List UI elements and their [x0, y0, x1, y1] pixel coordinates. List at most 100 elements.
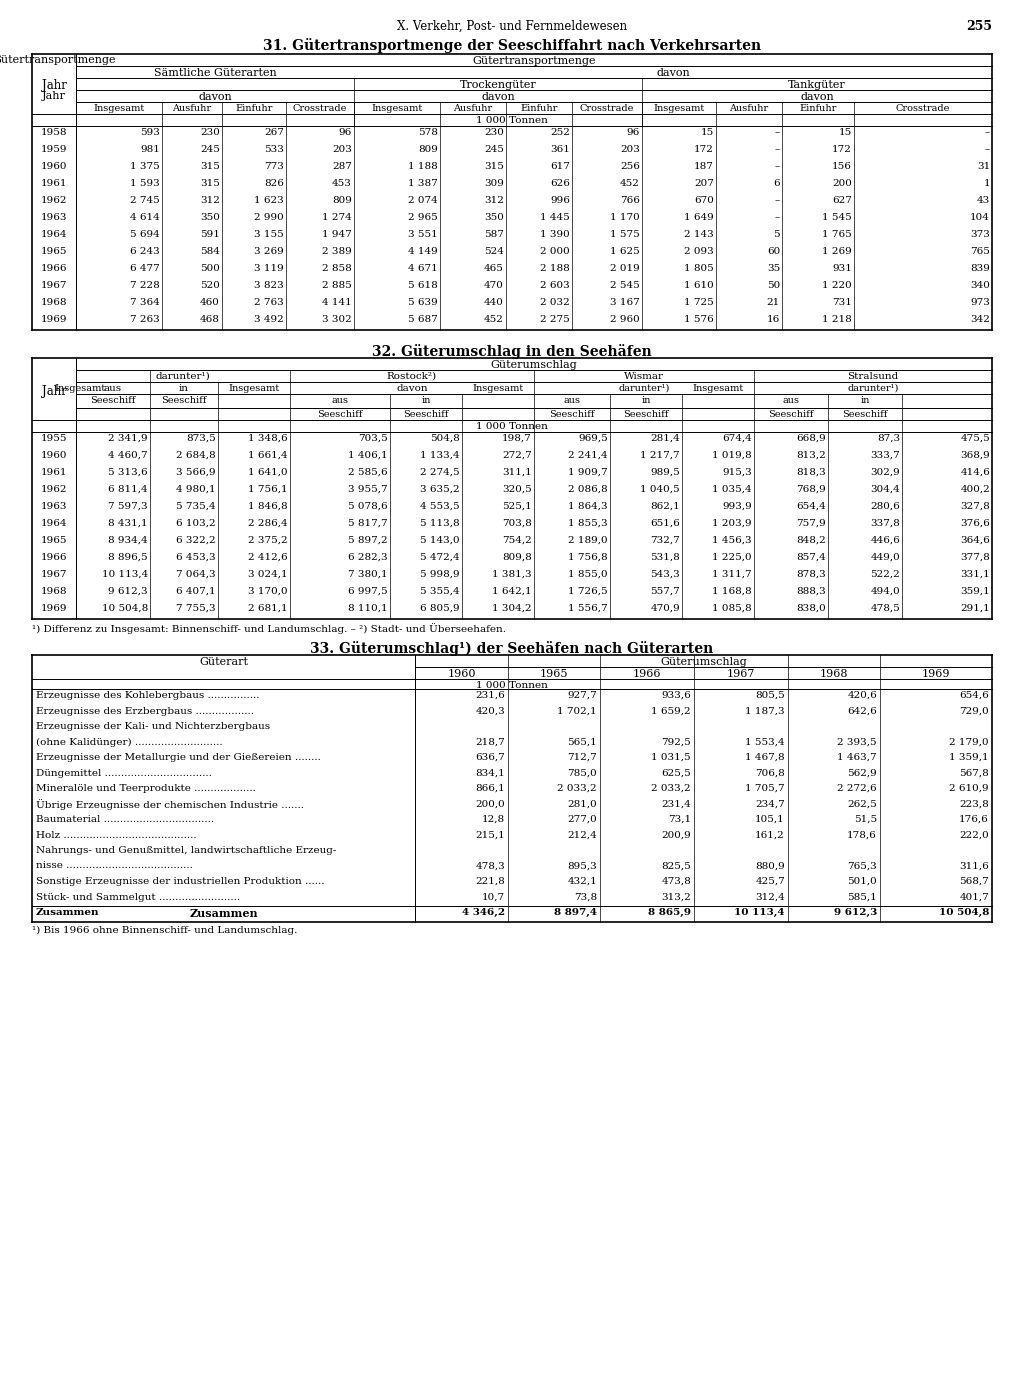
Text: 2 681,1: 2 681,1 — [249, 604, 288, 613]
Text: Insgesamt: Insgesamt — [54, 383, 105, 393]
Text: 10 504,8: 10 504,8 — [939, 908, 989, 917]
Text: 2 545: 2 545 — [610, 281, 640, 290]
Text: 230: 230 — [484, 128, 504, 138]
Text: 5 687: 5 687 — [409, 315, 438, 324]
Text: 3 823: 3 823 — [254, 281, 284, 290]
Text: 848,2: 848,2 — [797, 536, 826, 544]
Text: Tankgüter: Tankgüter — [788, 81, 846, 90]
Text: 785,0: 785,0 — [567, 768, 597, 778]
Text: 359,1: 359,1 — [961, 588, 990, 596]
Text: 7 228: 7 228 — [130, 281, 160, 290]
Text: 3 170,0: 3 170,0 — [249, 588, 288, 596]
Text: Einfuhr: Einfuhr — [520, 104, 558, 113]
Text: 6 453,3: 6 453,3 — [176, 553, 216, 563]
Text: 1 040,5: 1 040,5 — [640, 485, 680, 494]
Text: 1958: 1958 — [41, 128, 68, 138]
Text: 2 272,6: 2 272,6 — [838, 783, 877, 793]
Text: 5 113,8: 5 113,8 — [421, 519, 460, 528]
Text: aus: aus — [782, 396, 800, 406]
Text: 895,3: 895,3 — [567, 861, 597, 871]
Text: 1 545: 1 545 — [822, 213, 852, 222]
Text: aus: aus — [332, 396, 348, 406]
Text: 3 269: 3 269 — [254, 247, 284, 256]
Text: Sonstige Erzeugnisse der industriellen Produktion ......: Sonstige Erzeugnisse der industriellen P… — [36, 876, 325, 886]
Text: 731: 731 — [833, 299, 852, 307]
Text: 873,5: 873,5 — [186, 433, 216, 443]
Text: darunter¹): darunter¹) — [847, 383, 899, 393]
Text: 8 896,5: 8 896,5 — [109, 553, 148, 563]
Text: 245: 245 — [484, 144, 504, 154]
Text: 1 463,7: 1 463,7 — [838, 753, 877, 763]
Text: 231,4: 231,4 — [662, 800, 691, 808]
Text: 252: 252 — [550, 128, 570, 138]
Text: 468: 468 — [200, 315, 220, 324]
Text: davon: davon — [396, 383, 428, 393]
Text: 1 218: 1 218 — [822, 315, 852, 324]
Text: 2 179,0: 2 179,0 — [949, 738, 989, 746]
Text: 470: 470 — [484, 281, 504, 290]
Text: 1967: 1967 — [727, 669, 755, 679]
Text: 51,5: 51,5 — [854, 815, 877, 824]
Text: 7 064,3: 7 064,3 — [176, 569, 216, 579]
Text: 10 113,4: 10 113,4 — [101, 569, 148, 579]
Text: 1 756,1: 1 756,1 — [249, 485, 288, 494]
Text: 315: 315 — [200, 179, 220, 188]
Text: 6: 6 — [773, 179, 780, 188]
Text: 2 189,0: 2 189,0 — [568, 536, 608, 544]
Text: 1 304,2: 1 304,2 — [493, 604, 532, 613]
Text: 654,4: 654,4 — [797, 501, 826, 511]
Text: 304,4: 304,4 — [870, 485, 900, 494]
Text: 2 033,2: 2 033,2 — [557, 783, 597, 793]
Text: 3 551: 3 551 — [409, 231, 438, 239]
Text: 2 389: 2 389 — [323, 247, 352, 256]
Text: 5 472,4: 5 472,4 — [421, 553, 460, 563]
Text: darunter¹): darunter¹) — [156, 372, 210, 381]
Text: 1955: 1955 — [41, 433, 68, 443]
Text: 31. Gütertransportmenge der Seeschiffahrt nach Verkehrsarten: 31. Gütertransportmenge der Seeschiffahr… — [263, 38, 761, 53]
Text: 996: 996 — [550, 196, 570, 206]
Text: 5 735,4: 5 735,4 — [176, 501, 216, 511]
Text: 73,1: 73,1 — [668, 815, 691, 824]
Text: 773: 773 — [264, 163, 284, 171]
Text: 401,7: 401,7 — [959, 893, 989, 901]
Text: 10 504,8: 10 504,8 — [101, 604, 148, 613]
Text: 6 477: 6 477 — [130, 264, 160, 274]
Text: 2 610,9: 2 610,9 — [949, 783, 989, 793]
Text: Crosstrade: Crosstrade — [293, 104, 347, 113]
Text: 500: 500 — [200, 264, 220, 274]
Text: 473,8: 473,8 — [662, 876, 691, 886]
Text: 809,8: 809,8 — [502, 553, 532, 563]
Text: 1 659,2: 1 659,2 — [651, 707, 691, 715]
Text: 703,8: 703,8 — [502, 519, 532, 528]
Text: 809: 809 — [332, 196, 352, 206]
Text: 973: 973 — [970, 299, 990, 307]
Text: Güterart: Güterart — [199, 657, 248, 667]
Text: 2 000: 2 000 — [541, 247, 570, 256]
Text: 1 947: 1 947 — [323, 231, 352, 239]
Text: Seeschiff: Seeschiff — [90, 396, 136, 406]
Text: 2 745: 2 745 — [130, 196, 160, 206]
Text: 262,5: 262,5 — [847, 800, 877, 808]
Text: 21: 21 — [767, 299, 780, 307]
Text: Insgesamt: Insgesamt — [93, 104, 144, 113]
Text: Erzeugnisse der Metallurgie und der Gießereien ........: Erzeugnisse der Metallurgie und der Gieß… — [36, 753, 321, 763]
Text: Rostock²): Rostock²) — [387, 372, 437, 381]
Text: Mineralöle und Teerprodukte ...................: Mineralöle und Teerprodukte ............… — [36, 783, 256, 793]
Text: 277,0: 277,0 — [567, 815, 597, 824]
Text: 520: 520 — [200, 281, 220, 290]
Text: 1 623: 1 623 — [254, 196, 284, 206]
Text: 1959: 1959 — [41, 144, 68, 154]
Text: 1 085,8: 1 085,8 — [713, 604, 752, 613]
Text: 9 612,3: 9 612,3 — [109, 588, 148, 596]
Text: –: – — [775, 196, 780, 206]
Text: 1968: 1968 — [820, 669, 848, 679]
Text: 1 375: 1 375 — [130, 163, 160, 171]
Text: 5: 5 — [773, 231, 780, 239]
Text: 223,8: 223,8 — [959, 800, 989, 808]
Text: 320,5: 320,5 — [502, 485, 532, 494]
Text: 1 390: 1 390 — [541, 231, 570, 239]
Text: 766: 766 — [621, 196, 640, 206]
Text: 562,9: 562,9 — [847, 768, 877, 778]
Text: 3 566,9: 3 566,9 — [176, 468, 216, 476]
Text: Wismar: Wismar — [624, 372, 664, 381]
